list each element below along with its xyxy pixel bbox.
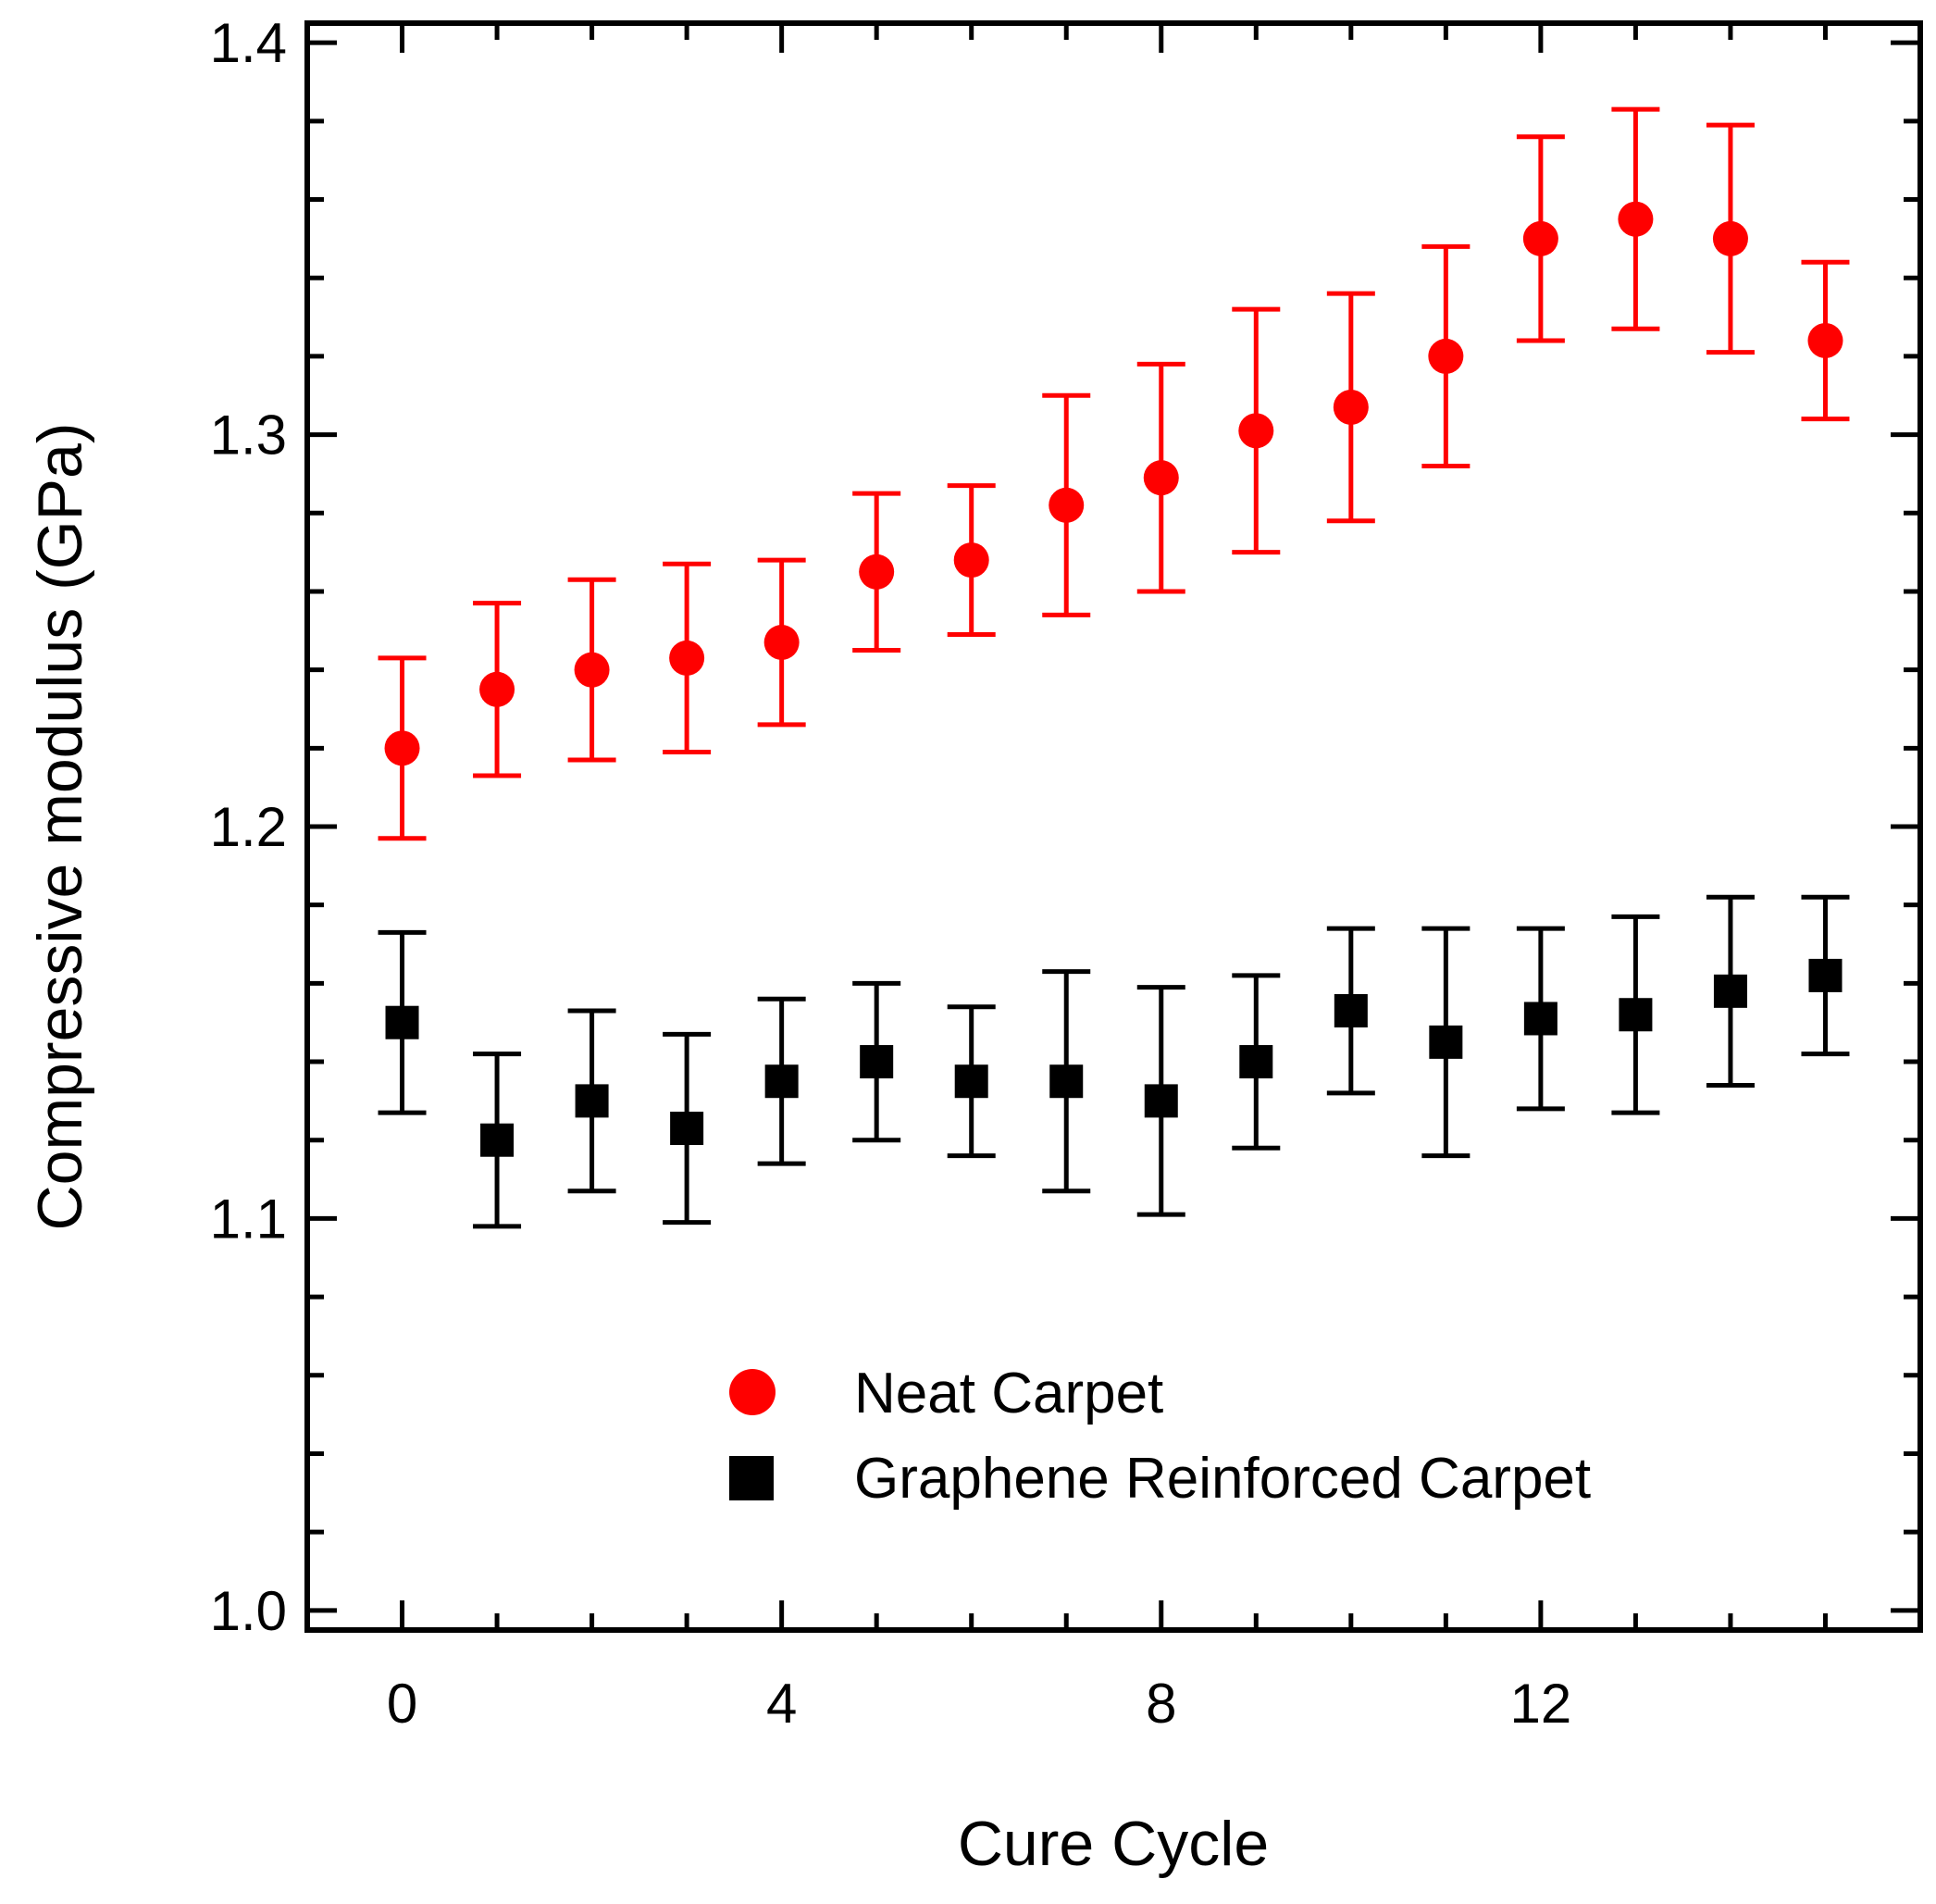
data-point-neat-carpet [1522,220,1558,256]
data-point-neat-carpet [763,624,800,660]
data-point-neat-carpet [1049,487,1085,523]
x-tick-label: 4 [766,1673,797,1735]
data-series [378,106,1850,1229]
y-tick-label: 1.1 [210,1188,287,1250]
y-tick-labels: 1.0 1.1 1.2 1.3 1.4 [210,12,287,1642]
data-point-neat-carpet [1428,338,1464,374]
legend: Neat Carpet Graphene Reinforced Carpet [729,1362,1591,1511]
series-graphene-reinforced-carpet [378,894,1850,1229]
legend-label-neat-carpet: Neat Carpet [854,1362,1163,1425]
legend-label-graphene-reinforced-carpet: Graphene Reinforced Carpet [854,1447,1591,1511]
data-point-neat-carpet [669,640,705,676]
y-tick-label: 1.2 [210,796,287,858]
data-point-neat-carpet [1238,413,1274,449]
data-point-graphene-reinforced-carpet [670,1112,704,1146]
x-tick-label: 0 [387,1673,417,1735]
data-point-graphene-reinforced-carpet [1523,1002,1557,1036]
data-point-neat-carpet [1807,322,1843,358]
data-point-neat-carpet [953,542,989,579]
data-point-neat-carpet [1143,460,1179,496]
y-tick-label: 1.3 [210,404,287,467]
plot-frame [304,20,1923,1633]
data-point-neat-carpet [1712,220,1748,256]
y-tick-label: 1.0 [210,1580,287,1642]
data-point-graphene-reinforced-carpet [1049,1064,1084,1099]
data-point-graphene-reinforced-carpet [1239,1045,1273,1079]
data-point-graphene-reinforced-carpet [860,1045,894,1079]
data-point-graphene-reinforced-carpet [1713,974,1747,1008]
data-point-neat-carpet [1618,201,1654,237]
y-axis-title: Compressive modulus (GPa) [25,423,95,1231]
x-axis-title: Cure Cycle [958,1809,1269,1879]
legend-marker-neat-carpet [729,1369,776,1415]
y-tick-label: 1.4 [210,12,287,74]
data-point-graphene-reinforced-carpet [1334,994,1368,1028]
x-tick-label: 12 [1510,1673,1572,1735]
series-neat-carpet [378,106,1850,841]
data-point-graphene-reinforced-carpet [575,1084,609,1118]
data-point-graphene-reinforced-carpet [764,1064,799,1099]
data-point-graphene-reinforced-carpet [954,1064,988,1099]
legend-marker-graphene-reinforced-carpet [729,1456,774,1500]
x-tick-labels: 0 4 8 12 [387,1673,1571,1735]
data-point-neat-carpet [574,652,610,688]
data-point-graphene-reinforced-carpet [1429,1025,1463,1059]
data-point-neat-carpet [859,554,895,590]
data-point-neat-carpet [384,730,420,766]
data-point-graphene-reinforced-carpet [1619,998,1653,1032]
data-point-graphene-reinforced-carpet [1144,1084,1178,1118]
data-point-graphene-reinforced-carpet [1808,958,1843,992]
data-point-neat-carpet [479,671,515,707]
data-point-graphene-reinforced-carpet [480,1123,515,1157]
data-point-graphene-reinforced-carpet [385,1005,419,1039]
x-tick-label: 8 [1146,1673,1176,1735]
data-point-neat-carpet [1333,389,1369,425]
